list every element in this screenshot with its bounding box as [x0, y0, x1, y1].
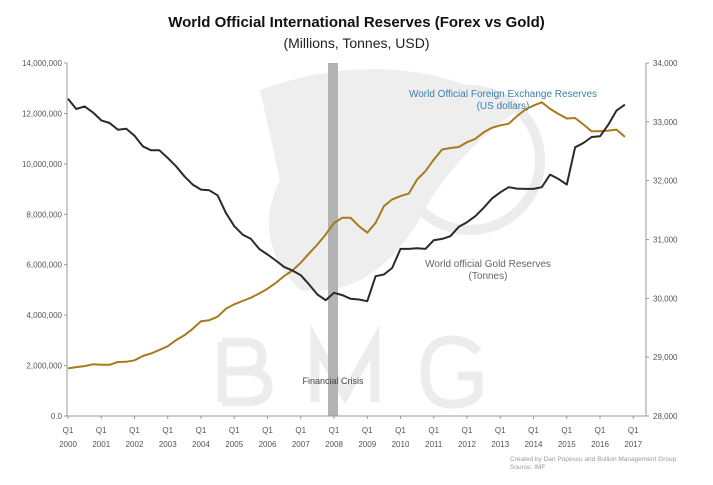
x-tick-label-year: 2000: [59, 440, 77, 449]
x-tick-label-quarter: Q1: [162, 426, 173, 435]
left-tick-label: 0.0: [51, 412, 63, 421]
x-tick-label-quarter: Q1: [229, 426, 240, 435]
left-tick-label: 6,000,000: [26, 261, 62, 270]
x-tick-label-year: 2014: [525, 440, 543, 449]
x-tick-label-year: 2016: [591, 440, 609, 449]
x-tick-label-quarter: Q1: [628, 426, 639, 435]
watermark-letter-m: [310, 324, 380, 405]
x-tick-label-year: 2002: [126, 440, 144, 449]
x-tick-label-quarter: Q1: [528, 426, 539, 435]
x-tick-label-year: 2008: [325, 440, 343, 449]
x-tick-label-year: 2017: [624, 440, 642, 449]
x-tick-label-year: 2013: [491, 440, 509, 449]
left-tick-label: 14,000,000: [22, 59, 63, 68]
chart-title: World Official International Reserves (F…: [168, 14, 545, 31]
x-tick-label-quarter: Q1: [129, 426, 140, 435]
chart-subtitle: (Millions, Tonnes, USD): [283, 35, 430, 51]
x-tick-label-year: 2006: [259, 440, 277, 449]
x-tick-label-quarter: Q1: [63, 426, 74, 435]
x-tick-label-year: 2015: [558, 440, 576, 449]
x-tick-label-quarter: Q1: [428, 426, 439, 435]
x-tick-label-year: 2007: [292, 440, 310, 449]
x-tick-label-quarter: Q1: [262, 426, 273, 435]
right-tick-label: 28,000: [653, 412, 678, 421]
x-tick-label-quarter: Q1: [561, 426, 572, 435]
x-tick-label-quarter: Q1: [329, 426, 340, 435]
left-tick-label: 8,000,000: [26, 210, 62, 219]
right-tick-label: 33,000: [653, 118, 678, 127]
x-tick-label-year: 2004: [192, 440, 210, 449]
gold-reserves-line: [67, 98, 626, 303]
credit-source: Source: IMF: [510, 464, 546, 471]
right-tick-label: 32,000: [653, 177, 678, 186]
right-tick-label: 29,000: [653, 353, 678, 362]
financial-crisis-band: [328, 63, 338, 416]
bmg-watermark: [217, 69, 545, 409]
right-tick-label: 31,000: [653, 236, 678, 245]
left-tick-label: 2,000,000: [26, 362, 62, 371]
forex-series-label: World Official Foreign Exchange Reserves: [409, 89, 597, 100]
credit: Created by Dan Popescu and Bullion Manag…: [510, 456, 676, 472]
gold-series-label: (Tonnes): [469, 271, 508, 282]
x-tick-label-quarter: Q1: [196, 426, 207, 435]
forex-reserves-line: [67, 101, 626, 370]
financial-crisis-label: Financial Crisis: [302, 376, 364, 386]
x-tick-label-quarter: Q1: [362, 426, 373, 435]
x-tick-label-quarter: Q1: [595, 426, 606, 435]
credit-created-by: Created by Dan Popescu and Bullion Manag…: [510, 456, 677, 463]
forex-series-label: (US dollars): [477, 101, 530, 112]
x-tick-label-year: 2003: [159, 440, 177, 449]
x-tick-label-year: 2011: [425, 440, 443, 449]
x-tick-label-quarter: Q1: [395, 426, 406, 435]
x-tick-label-quarter: Q1: [295, 426, 306, 435]
x-tick-label-quarter: Q1: [96, 426, 107, 435]
x-tick-label-quarter: Q1: [462, 426, 473, 435]
right-tick-label: 30,000: [653, 294, 678, 303]
right-tick-label: 34,000: [653, 59, 678, 68]
left-tick-label: 12,000,000: [22, 109, 63, 118]
x-tick-label-year: 2012: [458, 440, 476, 449]
watermark-letter-g: [420, 335, 483, 409]
gold-series-label: World official Gold Reserves: [425, 259, 551, 270]
x-tick-label-year: 2010: [392, 440, 410, 449]
left-tick-label: 4,000,000: [26, 311, 62, 320]
watermark-letter-b: [217, 337, 273, 407]
left-tick-label: 10,000,000: [22, 160, 63, 169]
x-tick-label-year: 2005: [225, 440, 243, 449]
x-tick-label-year: 2001: [92, 440, 110, 449]
x-tick-label-year: 2009: [358, 440, 376, 449]
x-tick-label-quarter: Q1: [495, 426, 506, 435]
